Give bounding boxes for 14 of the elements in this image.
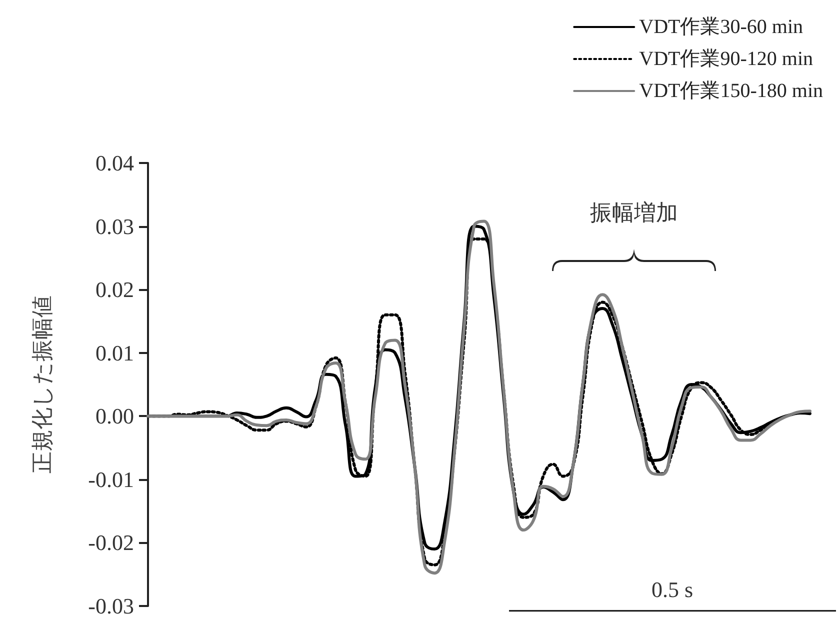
y-tick-label: -0.02 — [88, 530, 134, 556]
y-tick-label: 0.04 — [96, 150, 134, 176]
y-tick-label: 0.00 — [96, 404, 134, 429]
legend-label: VDT作業30-60 min — [639, 16, 804, 38]
y-tick-label: -0.03 — [88, 594, 134, 618]
y-axis-title: 正規化した振幅値 — [30, 296, 54, 474]
y-tick-label: 0.01 — [96, 340, 134, 366]
legend-label: VDT作業150-180 min — [639, 80, 824, 102]
annotation: 振幅増加 — [590, 199, 678, 227]
annotation: 0.5 s — [652, 577, 694, 603]
legend-label: VDT作業90-120 min — [639, 48, 814, 70]
y-tick-label: -0.01 — [88, 466, 134, 492]
y-tick-label: 0.02 — [96, 277, 134, 302]
y-tick-label: 0.03 — [96, 214, 134, 239]
